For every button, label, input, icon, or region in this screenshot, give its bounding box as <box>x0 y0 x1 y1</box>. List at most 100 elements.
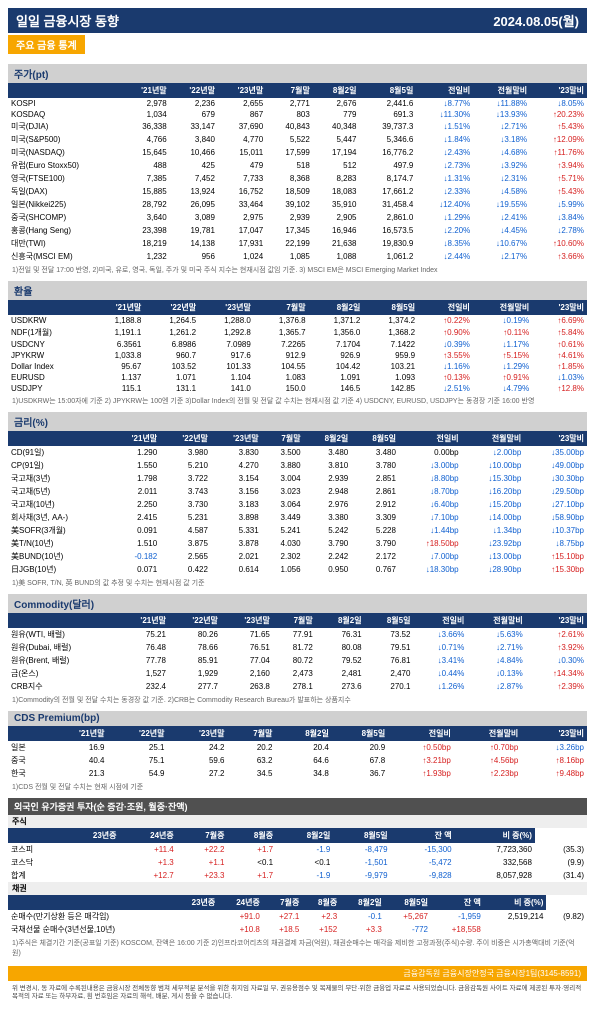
col-header: 비 중(%) <box>484 895 547 910</box>
cell: 17,345 <box>266 224 313 237</box>
cell: +3.3 <box>340 923 385 936</box>
cell: 8,283 <box>313 172 360 185</box>
cell: 7,452 <box>170 172 218 185</box>
col-header: 전일비 <box>399 431 462 446</box>
col-header: 8월5일 <box>363 300 418 315</box>
cell: 76.51 <box>221 641 273 654</box>
cell: -9,828 <box>391 869 455 882</box>
cell: 1,376.8 <box>254 315 309 326</box>
section-note: 1)CDS 전월 및 전달 수치는 현재 시점에 기준 <box>8 782 587 792</box>
cell: 1.093 <box>363 372 418 383</box>
cell: KOSDAQ <box>8 109 121 120</box>
cell: 0.091 <box>109 524 160 537</box>
cell: ↓10.67% <box>473 237 530 250</box>
cell: 3.980 <box>160 446 211 459</box>
cell: +12.7 <box>120 869 177 882</box>
cell: 3,640 <box>121 211 169 224</box>
cell: 150.0 <box>254 383 309 394</box>
cell: ↑0.22% <box>418 315 473 326</box>
cell: 81.72 <box>273 641 316 654</box>
cell: ↓13.93% <box>473 109 530 120</box>
cell: -0.1 <box>340 910 385 923</box>
cell: 33,147 <box>170 120 218 133</box>
cell: ↓29.50bp <box>524 485 587 498</box>
cell: 2,975 <box>218 211 266 224</box>
cell: 3,089 <box>170 211 218 224</box>
data-table: '21년말'22년말'23년말7월말8월2일8월5일전일비전월말비'23말비US… <box>8 300 587 394</box>
cell: +152 <box>302 923 340 936</box>
cell: 원유(Brent, 배럴) <box>8 654 117 667</box>
col-header: '23년말 <box>218 83 266 98</box>
cell: 3.156 <box>211 485 262 498</box>
cell: 국고채(10년) <box>8 498 109 511</box>
cell: 1.550 <box>109 459 160 472</box>
cell: +1.1 <box>177 856 228 869</box>
cell: ↓28.90bp <box>462 563 525 576</box>
cell: 5.331 <box>211 524 262 537</box>
cell: 0.00bp <box>399 446 462 459</box>
cell: 2,939 <box>266 211 313 224</box>
section-title: Commodity(달러) <box>8 594 587 613</box>
cell: 16,573.5 <box>359 224 416 237</box>
cell: 3.449 <box>262 511 304 524</box>
table-row: 홍콩(Hang Seng)23,39819,78117,04717,34516,… <box>8 224 587 237</box>
cell: 2.172 <box>351 550 399 563</box>
cell: ↓58.90bp <box>524 511 587 524</box>
cell: 독일(DAX) <box>8 185 121 198</box>
table-row: 국고채(10년)2.2503.7303.1833.0642.9762.912↓6… <box>8 498 587 511</box>
cell: 960.7 <box>144 350 199 361</box>
cell: ↓4.68% <box>473 146 530 159</box>
cell: 479 <box>218 159 266 172</box>
cell: ↓2.17% <box>473 250 530 263</box>
cell: 1.071 <box>144 372 199 383</box>
cell: 59.6 <box>168 754 228 767</box>
cell: 4.270 <box>211 459 262 472</box>
cell: 18,219 <box>121 237 169 250</box>
cell: ↑0.90% <box>418 326 473 339</box>
cell: 8,174.7 <box>359 172 416 185</box>
cell: 1,264.5 <box>144 315 199 326</box>
flow-sub2: 채권 <box>8 882 587 895</box>
table-row: 원유(WTI, 배럴)75.2180.2671.6577.9176.3173.5… <box>8 628 587 641</box>
cell: 중국(SHCOMP) <box>8 211 121 224</box>
cell: 1.290 <box>109 446 160 459</box>
cell: 0.950 <box>304 563 352 576</box>
col-header <box>8 895 174 910</box>
cell: 국고채(5년) <box>8 485 109 498</box>
cell: 18,083 <box>313 185 360 198</box>
cell: ↓15.30bp <box>462 472 525 485</box>
table-row: 美BUND(10년)-0.1822.5652.0212.3022.2422.17… <box>8 550 587 563</box>
col-header: '23년말 <box>221 613 273 628</box>
cell: 3.898 <box>211 511 262 524</box>
table-row: CRB지수232.4277.7263.8278.1273.6270.1↓1.26… <box>8 680 587 693</box>
cell: ↓8.75bp <box>524 537 587 550</box>
cell: -15,300 <box>391 843 455 856</box>
col-header <box>8 613 117 628</box>
cell: 15,885 <box>121 185 169 198</box>
cell: 1,033.8 <box>90 350 145 361</box>
cell: +1.7 <box>227 843 276 856</box>
cell: ↓6.40bp <box>399 498 462 511</box>
cell: ↓3.66% <box>413 628 467 641</box>
col-header: 7월중 <box>177 828 228 843</box>
cell: 6.3561 <box>90 339 145 350</box>
cell: 국고채(3년) <box>8 472 109 485</box>
cell: ↓8.05% <box>530 98 587 109</box>
cell: 3.004 <box>262 472 304 485</box>
cell: ↓16.20bp <box>462 485 525 498</box>
cell: ↓2.71% <box>473 120 530 133</box>
cell: ↓12.40% <box>416 198 473 211</box>
cell: 美SOFR(3개월) <box>8 524 109 537</box>
cell: 103.52 <box>144 361 199 372</box>
flow-title: 외국인 유가증권 투자(순 증감·조원, 월중·잔액) <box>8 798 587 815</box>
col-header: '22년말 <box>169 613 221 628</box>
col-header <box>8 83 121 98</box>
cell: Dollar Index <box>8 361 90 372</box>
cell: (9.82) <box>546 910 587 923</box>
cell: 25.1 <box>107 741 167 754</box>
cell: 39,737.3 <box>359 120 416 133</box>
cell: ↑3.66% <box>530 250 587 263</box>
cell: 1,085 <box>266 250 313 263</box>
cell: 21.3 <box>47 767 107 780</box>
cell <box>62 856 119 869</box>
